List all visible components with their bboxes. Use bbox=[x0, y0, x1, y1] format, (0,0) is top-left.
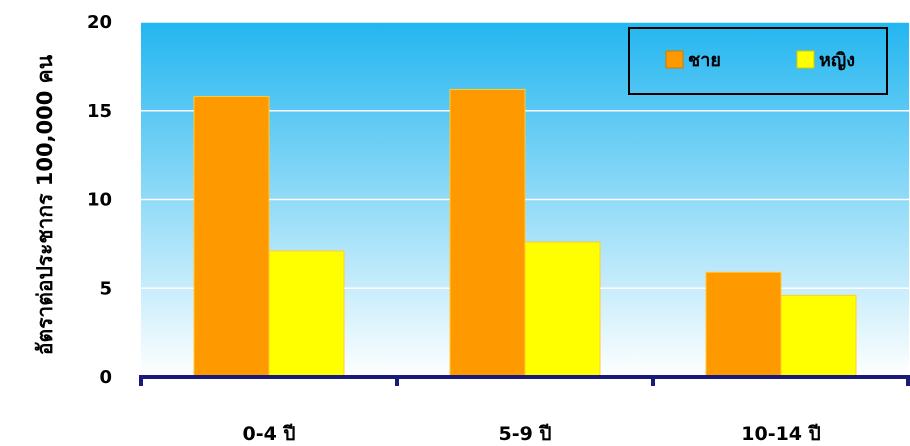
bar-female bbox=[780, 294, 857, 378]
y-axis-label: อัตราต่อประชากร 100,000 คน bbox=[33, 54, 57, 355]
legend-label-male: ชาย bbox=[688, 50, 721, 71]
y-tick-label: 15 bbox=[87, 101, 112, 122]
y-tick-labels: 0 5 10 15 20 bbox=[87, 12, 112, 388]
legend: ชาย หญิง bbox=[628, 27, 888, 95]
legend-box bbox=[628, 27, 888, 95]
y-tick-label: 5 bbox=[99, 278, 112, 299]
bars bbox=[193, 88, 857, 378]
bar-male bbox=[705, 271, 782, 378]
y-tick-label: 10 bbox=[87, 190, 112, 211]
legend-swatch-male bbox=[665, 50, 684, 69]
bar-female bbox=[524, 241, 601, 378]
bar-male bbox=[449, 88, 526, 378]
x-tick-label: 10-14 ปี bbox=[741, 423, 820, 445]
x-tick-label: 5-9 ปี bbox=[498, 423, 551, 445]
y-tick-label: 0 bbox=[99, 367, 112, 388]
bar-male bbox=[193, 96, 270, 378]
x-tick-label: 0-4 ปี bbox=[242, 423, 295, 445]
legend-label-female: หญิง bbox=[819, 50, 855, 71]
x-tick-labels: 0-4 ปี 5-9 ปี 10-14 ปี bbox=[242, 423, 820, 445]
y-tick-label: 20 bbox=[87, 12, 112, 33]
legend-swatch-female bbox=[796, 50, 815, 69]
bar-female bbox=[268, 250, 345, 378]
x-axis bbox=[139, 375, 910, 386]
